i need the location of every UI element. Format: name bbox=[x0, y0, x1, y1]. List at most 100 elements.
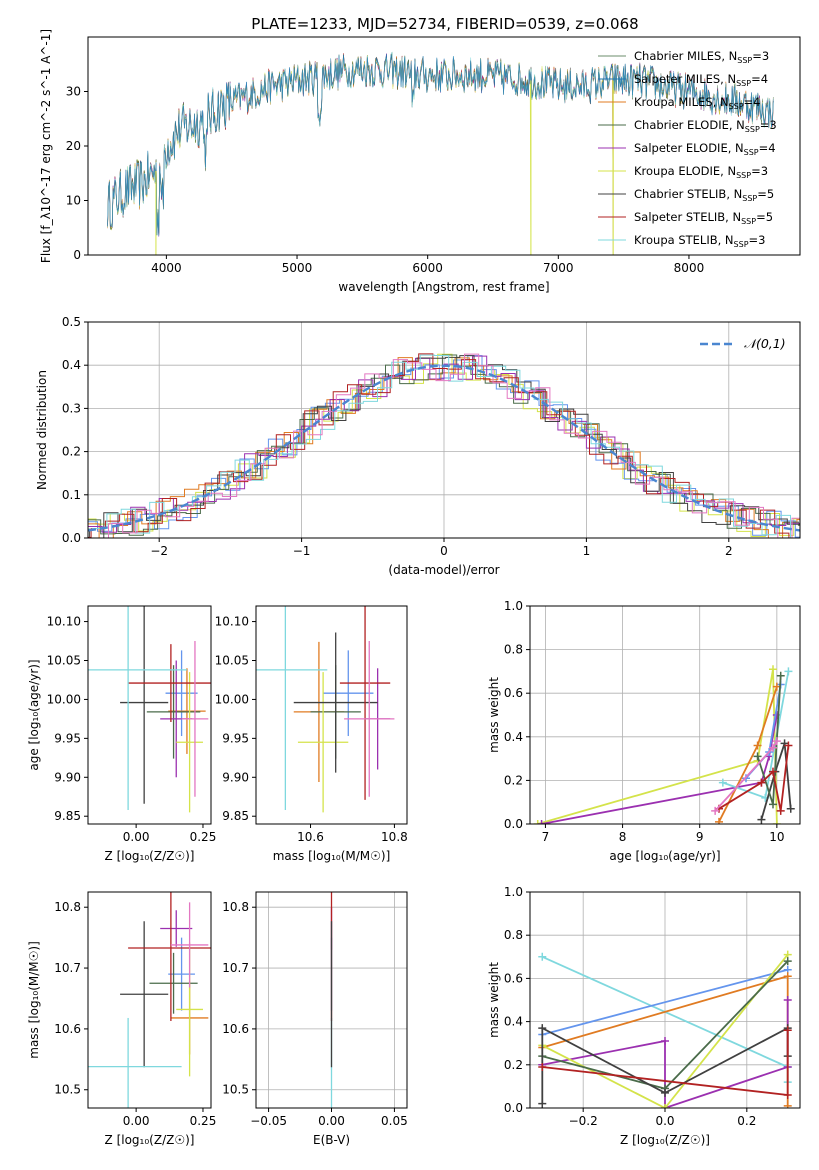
y-tick-label: 0.8 bbox=[504, 643, 523, 657]
x-tick-label: 0.25 bbox=[190, 1114, 217, 1128]
weight-marker bbox=[538, 952, 547, 961]
axes-spectrum: 4000 5000 6000 7000 8000 0 10 20 30 wavelength [A… bbox=[39, 29, 801, 294]
weight-marker bbox=[661, 1037, 669, 1046]
y-tick-label: 10.8 bbox=[54, 900, 81, 914]
weight-marker bbox=[776, 806, 785, 815]
y-tick-label: 1.0 bbox=[504, 599, 523, 613]
weight-marker bbox=[783, 1101, 792, 1108]
y-tick-label: 9.90 bbox=[54, 770, 81, 784]
y-tick-label: 10.00 bbox=[47, 692, 81, 706]
y-tick-label: 9.95 bbox=[54, 731, 81, 745]
figure-title: PLATE=1233, MJD=52734, FIBERID=0539, z=0… bbox=[251, 15, 638, 33]
weight-marker bbox=[757, 815, 766, 824]
weight-marker bbox=[783, 957, 792, 966]
weight-marker bbox=[772, 737, 781, 746]
x-axis-label: Z [log₁₀(Z/Z☉)] bbox=[620, 1133, 710, 1147]
x-axis-label: (data-model)/error bbox=[388, 563, 499, 577]
y-tick-label: 10 bbox=[66, 194, 81, 208]
y-axis-label: age [log₁₀(age/yr)] bbox=[27, 659, 41, 770]
axes-residuals: −2 −1 0 1 2 0.0 0.1 0.2 0.3 0.4 0.5 (data-model)/er… bbox=[35, 315, 801, 577]
y-tick-label: 0.5 bbox=[62, 315, 81, 329]
x-tick-label: 7000 bbox=[543, 261, 574, 275]
plot-area bbox=[256, 606, 395, 813]
y-tick-label: 10.5 bbox=[54, 1083, 81, 1097]
y-tick-label: 10.6 bbox=[54, 1022, 81, 1036]
x-tick-label: 4000 bbox=[151, 261, 182, 275]
y-tick-label: 10.05 bbox=[215, 654, 249, 668]
weight-marker bbox=[783, 1026, 792, 1035]
plot-area bbox=[533, 665, 795, 824]
gaussian-curve bbox=[88, 364, 800, 532]
weight-line bbox=[537, 669, 778, 824]
x-tick-label: 0.0 bbox=[655, 1114, 674, 1128]
y-tick-label: 10.05 bbox=[47, 654, 81, 668]
x-tick-label: 9 bbox=[696, 830, 704, 844]
weight-marker bbox=[776, 671, 785, 680]
weight-marker bbox=[772, 820, 781, 824]
y-tick-label: 10.6 bbox=[222, 1022, 249, 1036]
legend-entry: Salpeter STELIB, NSSP=5 bbox=[634, 210, 773, 226]
y-tick-label: 10.10 bbox=[47, 615, 81, 629]
y-axis-label: mass weight bbox=[487, 677, 501, 753]
weight-marker bbox=[661, 1088, 669, 1097]
x-tick-label: 8000 bbox=[674, 261, 705, 275]
axes-weight_vs_age: 7 8 9 10 0.0 0.2 0.4 0.6 0.8 1.0 age [log₁₀(age/yr… bbox=[487, 599, 801, 863]
x-axis-label: Z [log₁₀(Z/Z☉)] bbox=[105, 849, 195, 863]
legend-entry: Chabrier STELIB, NSSP=5 bbox=[634, 187, 774, 203]
weight-marker bbox=[753, 741, 762, 750]
y-tick-label: 10.7 bbox=[222, 961, 249, 975]
x-tick-label: 0.05 bbox=[381, 1114, 408, 1128]
histogram-salpeter_stelib bbox=[88, 353, 800, 538]
histogram-kroupa_miles bbox=[88, 357, 800, 538]
axes-weight_vs_Z: −0.2 0.0 0.2 0.0 0.2 0.4 0.6 0.8 1.0 Z [log₁₀(Z/Z… bbox=[487, 885, 801, 1147]
weight-line bbox=[722, 671, 790, 800]
x-tick-label: 0.25 bbox=[190, 830, 217, 844]
weight-marker bbox=[769, 767, 777, 776]
y-tick-label: 10.7 bbox=[54, 961, 81, 975]
legend-entry: Chabrier MILES, NSSP=3 bbox=[634, 49, 769, 65]
weight-marker bbox=[753, 752, 762, 761]
y-tick-label: 0 bbox=[73, 248, 81, 262]
y-tick-label: 0.6 bbox=[504, 686, 523, 700]
y-tick-label: 20 bbox=[66, 139, 81, 153]
y-tick-label: 9.85 bbox=[222, 809, 249, 823]
weight-marker bbox=[784, 741, 793, 750]
x-tick-label: −0.2 bbox=[569, 1114, 598, 1128]
weight-marker bbox=[538, 1024, 547, 1033]
axes-border bbox=[529, 605, 801, 825]
y-tick-label: 0.0 bbox=[504, 1101, 523, 1115]
x-axis-label: age [log₁₀(age/yr)] bbox=[609, 849, 720, 863]
x-tick-label: 0 bbox=[440, 544, 448, 558]
y-tick-label: 0.0 bbox=[504, 817, 523, 831]
histogram-salpeter_elodie bbox=[88, 355, 800, 533]
plot-area bbox=[88, 606, 211, 813]
x-tick-label: 10.8 bbox=[381, 830, 408, 844]
x-tick-label: 7 bbox=[542, 830, 550, 844]
axes-frame: −2 −1 0 1 2 0.0 0.1 0.2 0.3 0.4 0.5 (data-model)/er… bbox=[35, 315, 801, 577]
y-tick-label: 0.4 bbox=[62, 358, 81, 372]
weight-marker bbox=[757, 778, 766, 787]
y-tick-label: 0.2 bbox=[62, 445, 81, 459]
axes-frame: 4000 5000 6000 7000 8000 0 10 20 30 wavelength [A… bbox=[39, 29, 801, 294]
y-axis-label: mass [log₁₀(M/M☉)] bbox=[27, 941, 41, 1059]
x-tick-label: −0.05 bbox=[250, 1114, 287, 1128]
x-tick-label: 6000 bbox=[412, 261, 443, 275]
x-tick-label: 10 bbox=[769, 830, 784, 844]
plot-area bbox=[538, 950, 792, 1108]
plot-area bbox=[88, 353, 800, 538]
legend-entry: Chabrier ELODIE, NSSP=3 bbox=[634, 118, 777, 134]
x-tick-label: −1 bbox=[293, 544, 311, 558]
histogram-chabrier_stelib bbox=[88, 355, 800, 538]
weight-marker bbox=[533, 820, 542, 824]
x-tick-label: 0.2 bbox=[737, 1114, 756, 1128]
x-tick-label: 5000 bbox=[282, 261, 313, 275]
weight-marker bbox=[769, 743, 777, 752]
legend-entry: Kroupa ELODIE, NSSP=3 bbox=[634, 164, 768, 180]
y-tick-label: 0.3 bbox=[62, 401, 81, 415]
legend-entry: 𝒩(0,1) bbox=[744, 336, 786, 351]
weight-marker bbox=[769, 665, 777, 674]
weight-line bbox=[760, 743, 792, 820]
axes-frame: 0.00 0.25 9.85 9.90 9.95 10.00 10.05 10.10 Z [lo… bbox=[27, 605, 217, 863]
spectrum-line-salpeter_miles bbox=[107, 53, 774, 237]
